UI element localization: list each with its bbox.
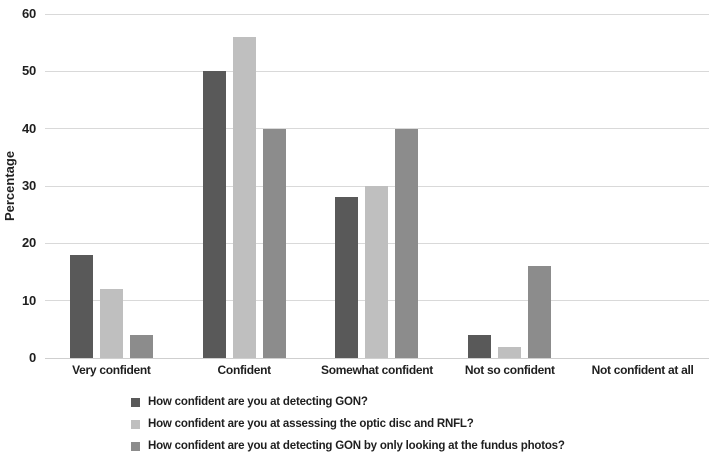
bar-group-1 <box>45 14 178 358</box>
bar <box>69 254 93 358</box>
legend-swatch-icon <box>131 397 140 407</box>
bar <box>262 128 286 358</box>
bar <box>99 289 123 358</box>
y-tick-label-0: 0 <box>28 350 36 365</box>
y-tick-label-60: 60 <box>21 6 36 21</box>
legend-item-3: How confident are you at detecting GON b… <box>131 439 565 453</box>
y-tick-label-30: 30 <box>21 178 36 193</box>
legend-item-1: How confident are you at detecting GON? <box>131 395 565 409</box>
bar <box>468 335 492 358</box>
bar <box>232 36 256 358</box>
y-tick-label-50: 50 <box>21 63 36 79</box>
bar-group-4 <box>443 14 576 358</box>
x-axis: Very confident Confident Somewhat confiden… <box>45 363 709 377</box>
bar-group-5 <box>576 14 709 358</box>
gridline-y-0 <box>45 357 709 359</box>
y-axis-title: Percentage <box>2 150 17 222</box>
legend-label: How confident are you at detecting GON b… <box>148 440 565 452</box>
legend: How confident are you at detecting GON? H… <box>131 395 565 453</box>
x-axis-label-3: Somewhat confident <box>321 363 433 377</box>
legend-label: How confident are you at assessing the o… <box>148 418 474 430</box>
bar <box>365 186 389 358</box>
bar <box>395 128 419 358</box>
y-tick-label-10: 10 <box>21 292 36 308</box>
bar-groups <box>45 14 709 358</box>
legend-swatch-icon <box>131 441 140 451</box>
bar <box>202 71 226 358</box>
bar <box>335 197 359 358</box>
x-axis-label-1: Very confident <box>72 363 151 377</box>
gridline-y-40 <box>45 128 709 130</box>
gridline-y-60 <box>45 13 709 15</box>
y-tick-label-40: 40 <box>21 120 36 136</box>
legend-swatch-icon <box>131 419 140 429</box>
bar <box>498 346 522 358</box>
legend-item-2: How confident are you at assessing the o… <box>131 417 565 431</box>
bar-group-2 <box>178 14 311 358</box>
x-axis-label-2: Confident <box>217 363 272 377</box>
y-tick-label-20: 20 <box>21 235 36 251</box>
legend-label: How confident are you at detecting GON? <box>148 396 368 408</box>
x-axis-label-5: Not confident at all <box>591 363 694 377</box>
bar <box>528 266 552 358</box>
bar-group-3 <box>311 14 444 358</box>
bar <box>129 335 153 358</box>
gridline-y-50 <box>45 70 709 72</box>
x-axis-label-4: Not so confident <box>464 363 555 377</box>
